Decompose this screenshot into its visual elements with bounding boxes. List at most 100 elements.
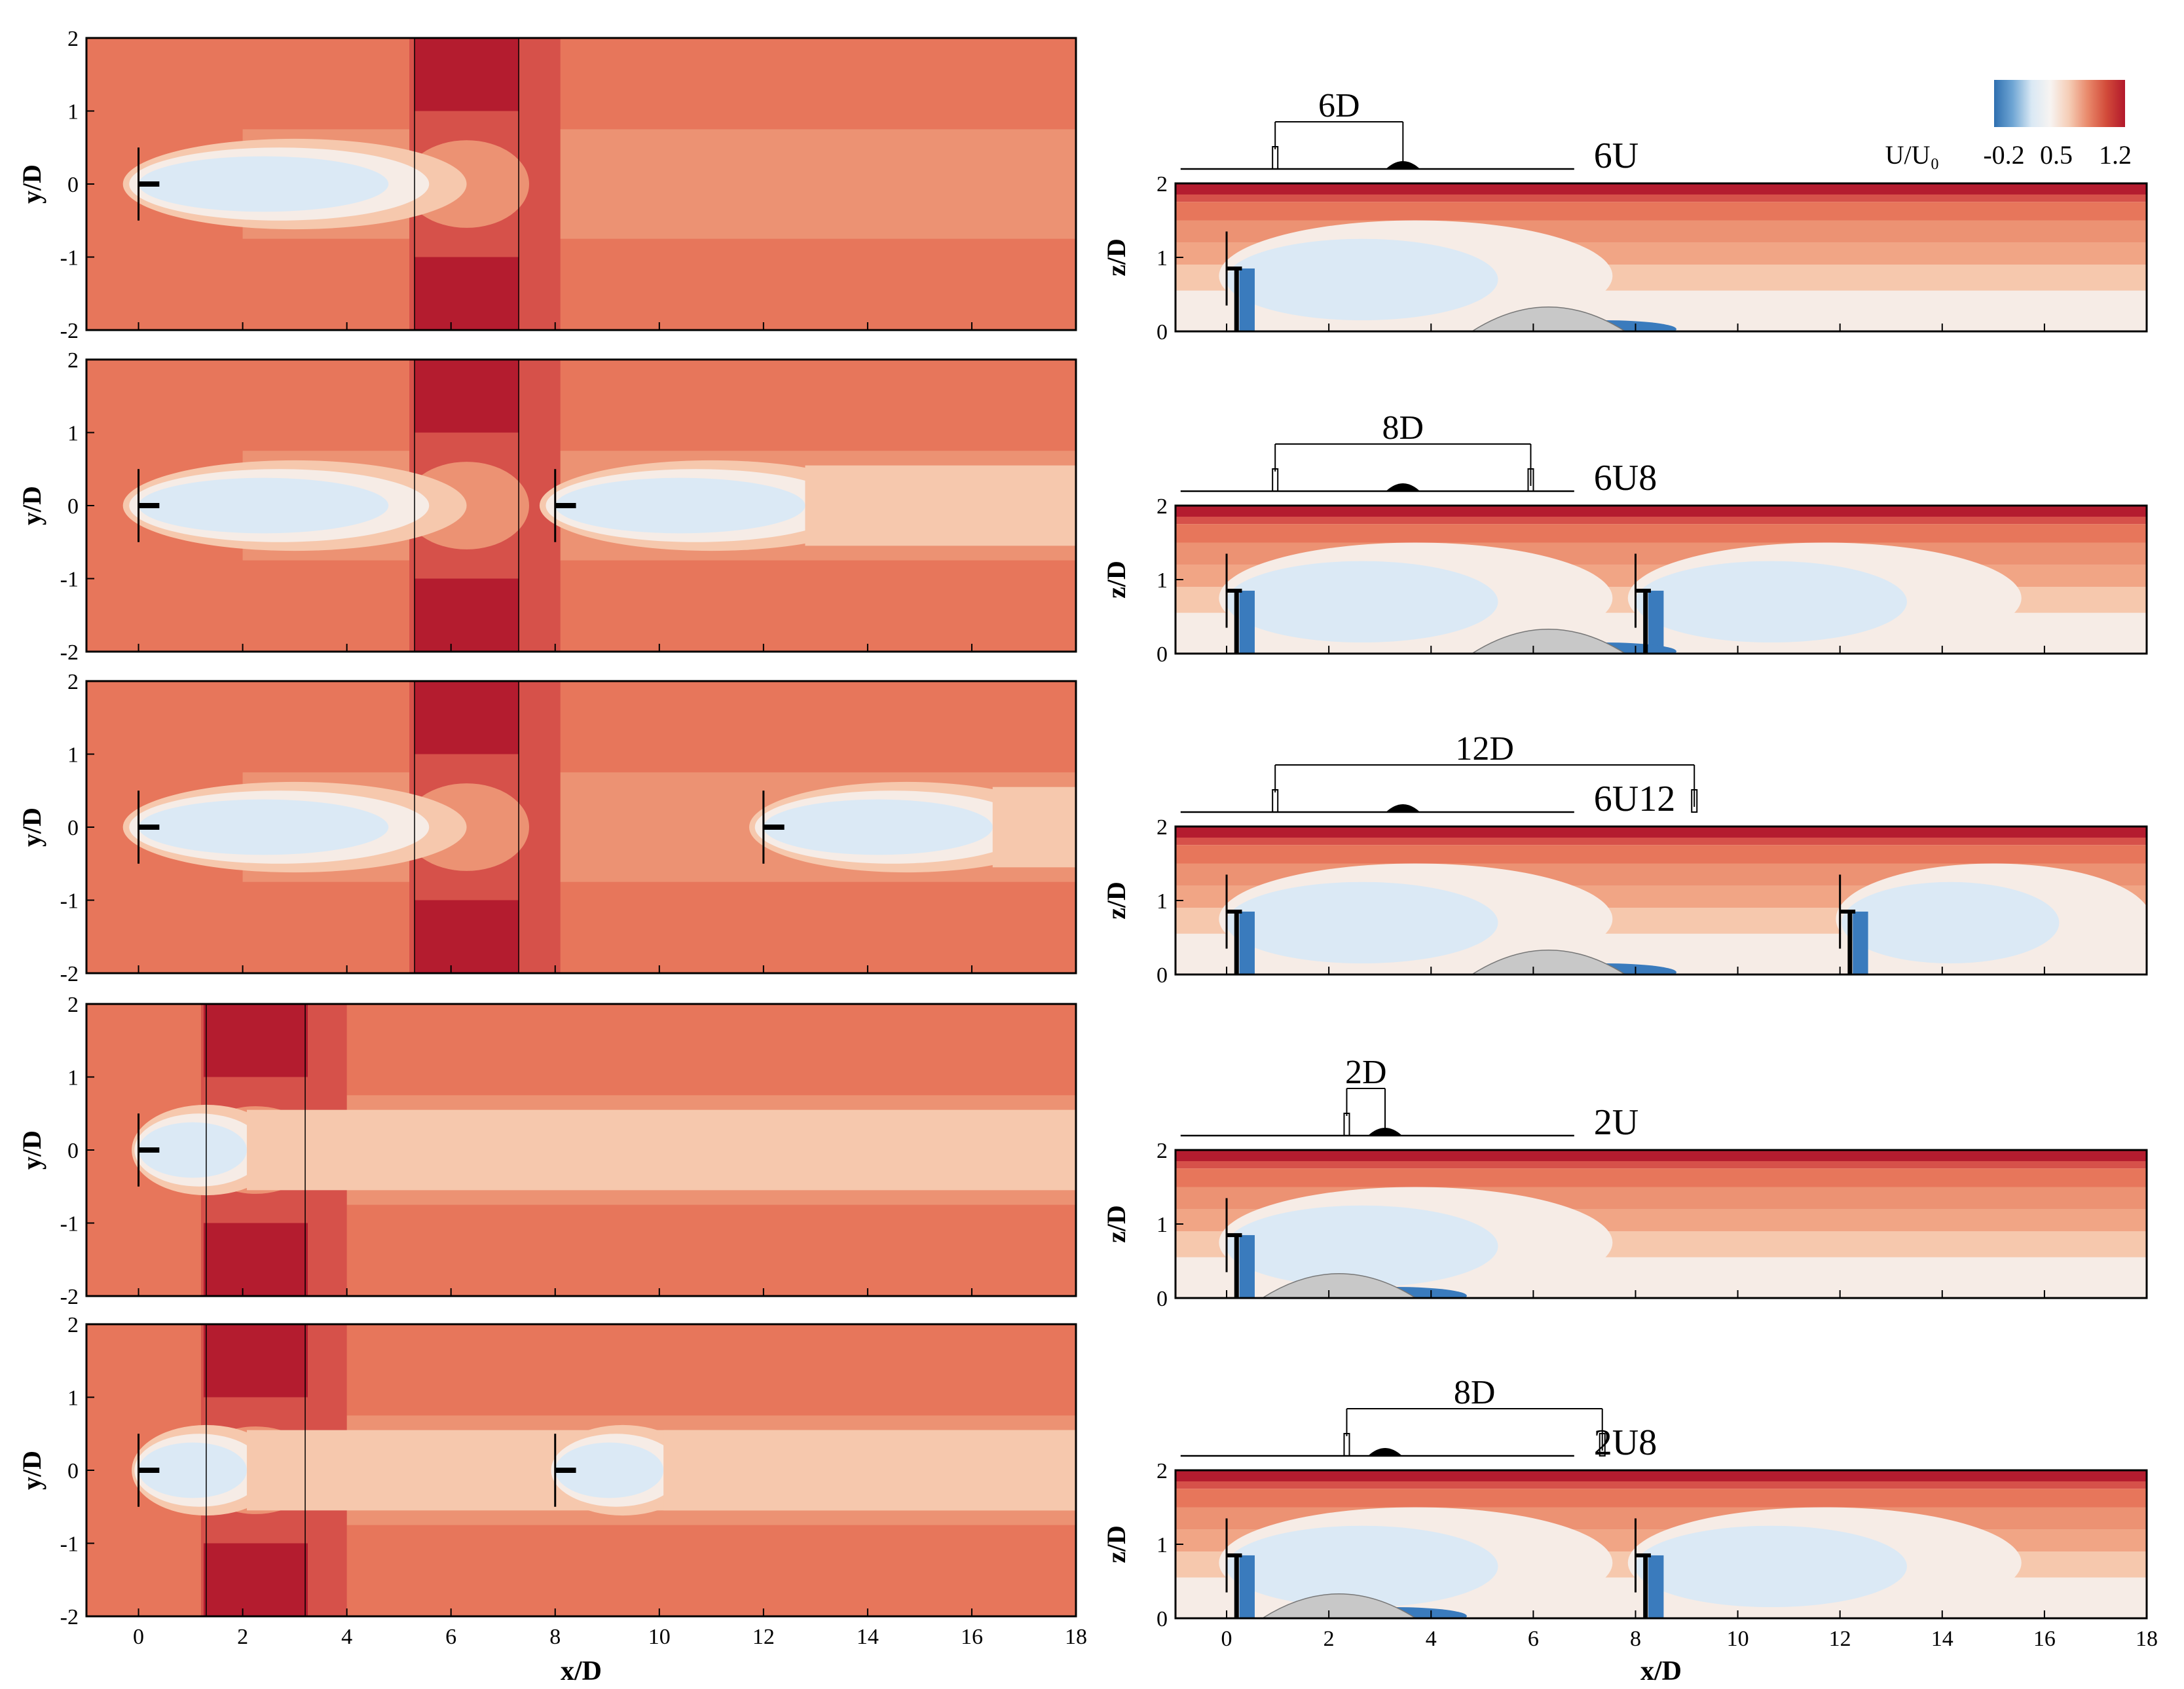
hill xyxy=(1471,306,1627,331)
wake-core xyxy=(138,477,389,534)
y-tick-label: 2 xyxy=(1157,1459,1168,1483)
left-column-top-view: -2-1012y/D-2-1012y/D-2-1012y/D-2-1012y/D… xyxy=(17,27,1087,1686)
y-axis-label: z/D xyxy=(1101,882,1131,919)
contour-field xyxy=(86,38,1076,330)
layout-schematic: 2D 2U xyxy=(1180,1054,1638,1143)
spacing-label: 8D xyxy=(1454,1374,1496,1411)
schematic-hill xyxy=(1386,161,1420,169)
x-tick-label: 14 xyxy=(1931,1627,1953,1651)
tower-deficit xyxy=(1239,911,1255,974)
x-tick-label: 2 xyxy=(1323,1627,1335,1651)
y-tick-label: 1 xyxy=(1157,246,1168,270)
x-tick-label: 14 xyxy=(857,1625,879,1649)
wake-core xyxy=(555,1442,664,1498)
tower-deficit xyxy=(1239,590,1255,654)
schematic-hill xyxy=(1386,804,1420,812)
y-tick-label: -1 xyxy=(60,246,79,270)
wake-core xyxy=(1226,561,1498,643)
y-tick-label: 2 xyxy=(67,348,79,373)
y-tick-label: 0 xyxy=(1157,1287,1168,1311)
right-column-side-view: 012z/D6D6U012z/D8D6U8012z/D12D6U12012z/D… xyxy=(1101,87,2158,1686)
layout-schematic: 12D 6U12 xyxy=(1180,730,1698,819)
contour-field xyxy=(86,1324,1076,1616)
contour-field xyxy=(1175,506,2147,654)
turbine-nacelle xyxy=(763,825,785,830)
contour-field xyxy=(1175,826,2147,974)
schematic-turbine xyxy=(1272,146,1279,170)
layout-schematic: 8D 6U8 xyxy=(1180,409,1657,498)
y-tick-label: 1 xyxy=(67,1066,79,1090)
side-view-panel-6U: 0 1 2 z/D 6D 6U xyxy=(1101,87,2148,344)
x-tick-label: 4 xyxy=(341,1625,352,1649)
y-tick-label: 2 xyxy=(67,993,79,1017)
wake-core xyxy=(1226,882,1498,964)
turbine-nacelle xyxy=(138,181,160,187)
y-tick-label: 2 xyxy=(67,27,79,51)
colorbar-gradient xyxy=(1994,80,2125,127)
tower-deficit xyxy=(1239,1555,1255,1618)
height-band xyxy=(1175,202,2147,221)
y-tick-label: 0 xyxy=(1157,642,1168,667)
y-axis-label: z/D xyxy=(1101,1525,1131,1563)
turbine-tower xyxy=(1234,1555,1239,1618)
contour-field xyxy=(86,360,1076,652)
x-tick-label: 8 xyxy=(1630,1627,1641,1651)
turbine-nacelle xyxy=(1227,1233,1242,1237)
turbine-tower xyxy=(1643,590,1648,654)
spacing-label: 6D xyxy=(1318,87,1360,124)
y-tick-label: 2 xyxy=(1157,172,1168,196)
turbine-tower xyxy=(1234,268,1239,331)
turbine-nacelle xyxy=(1227,266,1242,270)
x-tick-label: 12 xyxy=(1829,1627,1851,1651)
x-tick-label: 18 xyxy=(2136,1627,2158,1651)
contour-field xyxy=(1175,1470,2147,1618)
y-tick-label: -2 xyxy=(60,962,79,986)
y-tick-label: -2 xyxy=(60,1605,79,1629)
hill xyxy=(1471,629,1627,654)
far-wake xyxy=(663,1430,1076,1511)
speedup-core-lower xyxy=(203,1223,308,1296)
y-tick-label: 0 xyxy=(67,816,79,840)
tower-deficit xyxy=(1853,911,1868,974)
top-jet xyxy=(1175,1150,2147,1161)
contour-field xyxy=(86,1004,1076,1296)
height-band xyxy=(1175,1168,2147,1187)
x-tick-label: 8 xyxy=(549,1625,561,1649)
top-jet xyxy=(1175,506,2147,517)
speedup-core-upper xyxy=(415,681,519,754)
spacing-label: 12D xyxy=(1455,730,1514,768)
x-axis-label: x/D xyxy=(561,1656,602,1686)
colorbar-tick-label: 0.5 xyxy=(2040,140,2073,170)
side-view-panel-2U: 0 1 2 z/D 2D 2U xyxy=(1101,1054,2148,1311)
turbine-nacelle xyxy=(138,503,160,508)
x-tick-label: 18 xyxy=(1065,1625,1087,1649)
y-tick-label: -1 xyxy=(60,1212,79,1236)
spacing-label: 8D xyxy=(1382,409,1424,447)
y-tick-label: 0 xyxy=(67,1459,79,1483)
hill xyxy=(1261,1593,1417,1618)
turbine-nacelle xyxy=(1635,588,1651,593)
spacing-label: 2D xyxy=(1345,1054,1387,1091)
contour-field xyxy=(86,681,1076,973)
schematic-hill xyxy=(1386,483,1420,491)
tower-deficit xyxy=(1239,268,1255,331)
y-tick-label: 1 xyxy=(67,100,79,124)
y-tick-label: 0 xyxy=(1157,320,1168,344)
colorbar-tick-label: -0.2 xyxy=(1983,140,2024,170)
hill xyxy=(1471,950,1627,974)
x-axis-label: x/D xyxy=(1640,1656,1682,1686)
x-tick-label: 6 xyxy=(445,1625,456,1649)
x-tick-label: 12 xyxy=(752,1625,775,1649)
height-band xyxy=(1175,1489,2147,1508)
case-label: 6U8 xyxy=(1594,458,1657,498)
contour-field xyxy=(1175,1150,2147,1298)
tower-deficit xyxy=(1648,590,1664,654)
y-tick-label: 2 xyxy=(1157,815,1168,840)
speedup-core-lower xyxy=(203,1543,308,1616)
schematic-turbine xyxy=(1343,1113,1350,1136)
wake-core xyxy=(138,1442,247,1498)
turbine-nacelle xyxy=(138,1147,160,1153)
tower-deficit xyxy=(1648,1555,1664,1618)
y-tick-label: 2 xyxy=(1157,1139,1168,1163)
